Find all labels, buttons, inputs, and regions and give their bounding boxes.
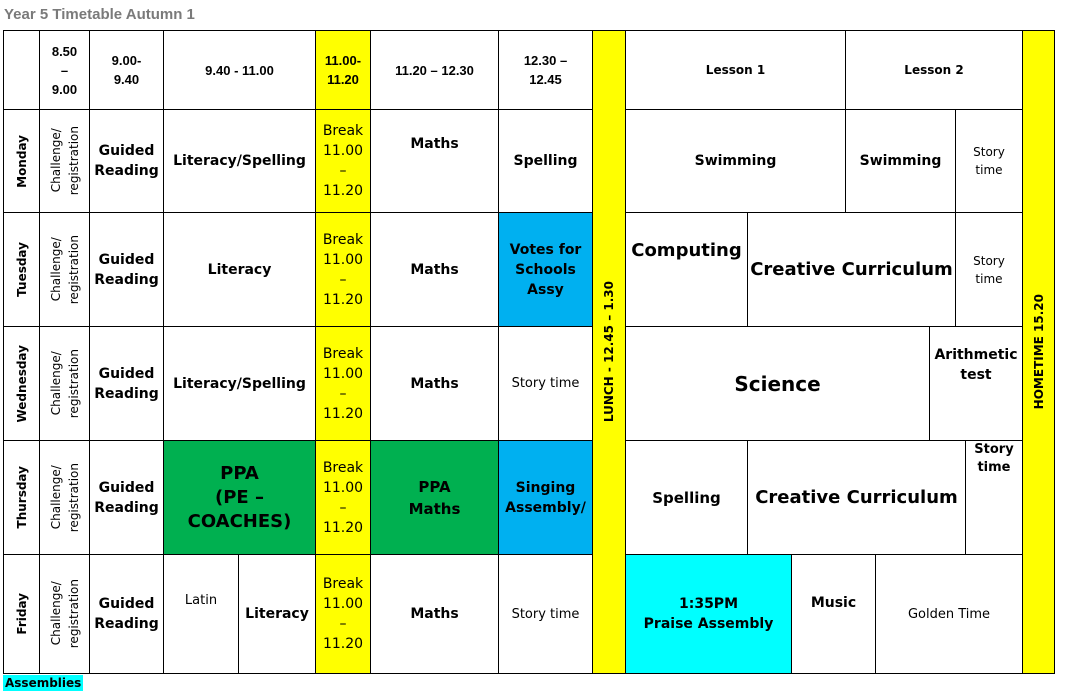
break-monday: Break 11.00 – 11.20 — [315, 109, 371, 213]
lunch-column: LUNCH - 12.45 – 1.30 — [592, 30, 626, 674]
header-time-0940: 9.40 - 11.00 — [163, 30, 316, 110]
break-thursday: Break 11.00 – 11.20 — [315, 440, 371, 555]
thursday-story-time: Story time — [965, 440, 1023, 555]
header-lesson-2: Lesson 2 — [845, 30, 1023, 110]
day-friday: Friday — [3, 554, 40, 674]
day-tuesday: Tuesday — [3, 212, 40, 327]
header-time-0900: 9.00- 9.40 — [89, 30, 164, 110]
header-time-1100: 11.00- 11.20 — [315, 30, 371, 110]
header-lesson-1: Lesson 1 — [625, 30, 846, 110]
tuesday-maths: Maths — [370, 212, 499, 327]
thursday-singing-assembly: Singing Assembly/ — [498, 440, 593, 555]
break-friday: Break 11.00 – 11.20 — [315, 554, 371, 674]
guided-reading-thursday: Guided Reading — [89, 440, 164, 555]
hometime-column: HOMETIME 15.20 — [1022, 30, 1055, 674]
tuesday-literacy: Literacy — [163, 212, 316, 327]
friday-golden-time: Golden Time — [875, 554, 1023, 674]
thursday-ppa-maths: PPA Maths — [370, 440, 499, 555]
break-wednesday: Break 11.00 – 11.20 — [315, 326, 371, 441]
tuesday-story-time: Story time — [955, 212, 1023, 327]
assemblies-label: Assemblies — [3, 675, 84, 691]
lunch-label: LUNCH - 12.45 – 1.30 — [602, 281, 616, 423]
registration-friday: Challenge/ registration — [39, 554, 90, 674]
friday-praise-assembly: 1:35PM Praise Assembly — [625, 554, 792, 674]
day-wednesday: Wednesday — [3, 326, 40, 441]
wednesday-science: Science — [625, 326, 930, 441]
tuesday-creative-curriculum: Creative Curriculum — [747, 212, 956, 327]
tuesday-computing: Computing — [625, 212, 748, 327]
wednesday-maths: Maths — [370, 326, 499, 441]
monday-spelling: Spelling — [498, 109, 593, 213]
friday-latin: Latin — [163, 554, 239, 674]
day-monday: Monday — [3, 109, 40, 213]
hometime-label: HOMETIME 15.20 — [1031, 294, 1046, 410]
monday-swimming-lesson1: Swimming — [625, 109, 846, 213]
page-title: Year 5 Timetable Autumn 1 — [4, 6, 195, 23]
wednesday-literacy-spelling: Literacy/Spelling — [163, 326, 316, 441]
tuesday-votes-assembly: Votes for Schools Assy — [498, 212, 593, 327]
registration-tuesday: Challenge/ registration — [39, 212, 90, 327]
registration-monday: Challenge/ registration — [39, 109, 90, 213]
guided-reading-wednesday: Guided Reading — [89, 326, 164, 441]
header-time-1120: 11.20 – 12.30 — [370, 30, 499, 110]
break-tuesday: Break 11.00 – 11.20 — [315, 212, 371, 327]
thursday-ppa-pe-coaches: PPA (PE – COACHES) — [163, 440, 316, 555]
guided-reading-monday: Guided Reading — [89, 109, 164, 213]
guided-reading-tuesday: Guided Reading — [89, 212, 164, 327]
friday-story-time: Story time — [498, 554, 593, 674]
monday-maths: Maths — [370, 109, 499, 213]
registration-thursday: Challenge/ registration — [39, 440, 90, 555]
friday-maths: Maths — [370, 554, 499, 674]
monday-swimming-lesson2: Swimming — [845, 109, 956, 213]
day-thursday: Thursday — [3, 440, 40, 555]
friday-music: Music — [791, 554, 876, 674]
monday-literacy-spelling: Literacy/Spelling — [163, 109, 316, 213]
thursday-creative-curriculum: Creative Curriculum — [747, 440, 966, 555]
wednesday-arithmetic-test: Arithmetic test — [929, 326, 1023, 441]
guided-reading-friday: Guided Reading — [89, 554, 164, 674]
wednesday-story-time: Story time — [498, 326, 593, 441]
header-time-1230: 12.30 – 12.45 — [498, 30, 593, 110]
header-time-0850: 8.50 – 9.00 — [39, 30, 90, 110]
friday-literacy: Literacy — [238, 554, 316, 674]
monday-story-time: Story time — [955, 109, 1023, 213]
thursday-spelling: Spelling — [625, 440, 748, 555]
header-corner-cell — [3, 30, 40, 110]
registration-wednesday: Challenge/ registration — [39, 326, 90, 441]
